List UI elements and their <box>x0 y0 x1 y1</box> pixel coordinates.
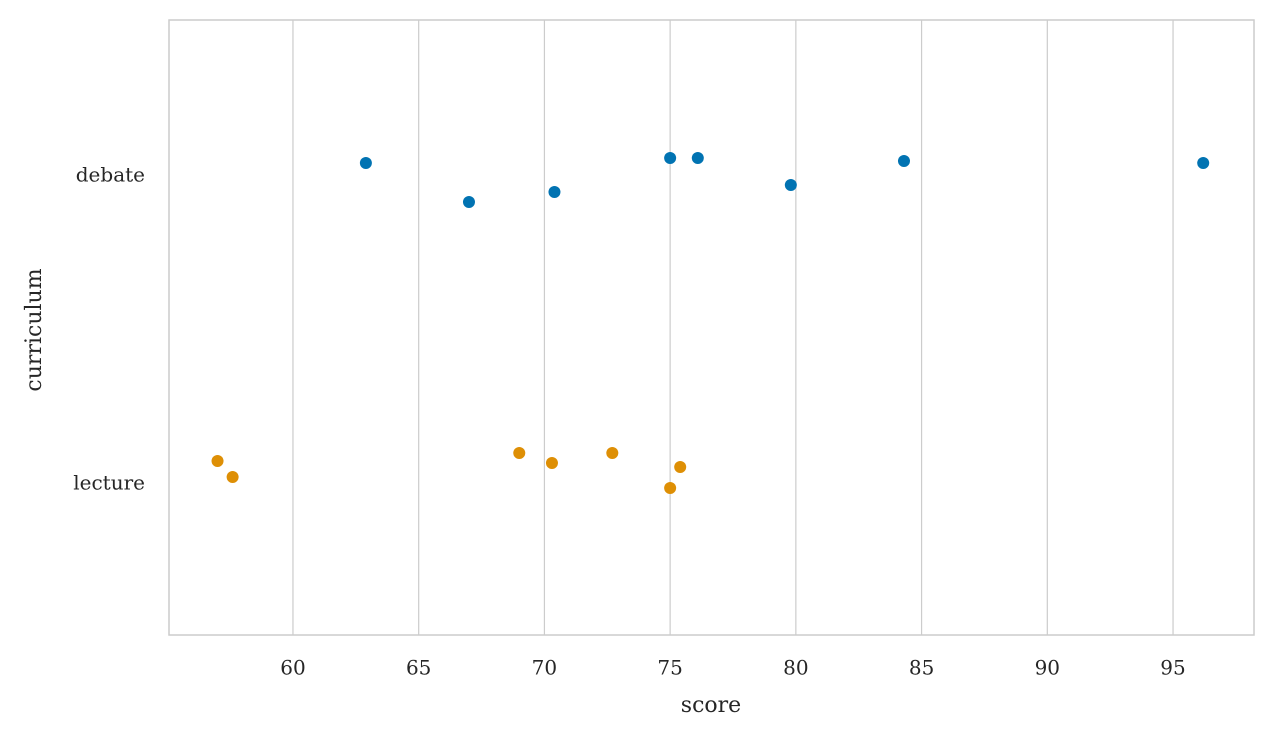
x-axis-label: score <box>681 693 741 718</box>
point <box>513 447 526 459</box>
x-tick-label: 75 <box>657 656 682 680</box>
y-tick-label: debate <box>76 163 145 187</box>
point <box>664 152 677 164</box>
point <box>674 461 687 473</box>
point <box>226 471 239 483</box>
plot-frame <box>168 19 1255 636</box>
point <box>211 455 224 467</box>
point <box>664 482 677 494</box>
y-axis-label: curriculum <box>22 268 47 391</box>
x-tick-label: 80 <box>783 656 808 680</box>
point <box>1197 157 1210 169</box>
point <box>359 157 372 169</box>
x-tick-label: 95 <box>1160 656 1185 680</box>
point <box>548 186 561 198</box>
point <box>897 155 910 167</box>
y-tick-label: lecture <box>73 471 145 495</box>
x-tick-label: 85 <box>909 656 934 680</box>
x-tick-label: 65 <box>406 656 431 680</box>
x-tick-label: 70 <box>532 656 557 680</box>
point <box>462 196 475 208</box>
point <box>691 152 704 164</box>
point <box>606 447 619 459</box>
x-tick-label: 60 <box>280 656 305 680</box>
x-tick-label: 90 <box>1035 656 1060 680</box>
point <box>784 179 797 191</box>
point <box>545 457 558 469</box>
